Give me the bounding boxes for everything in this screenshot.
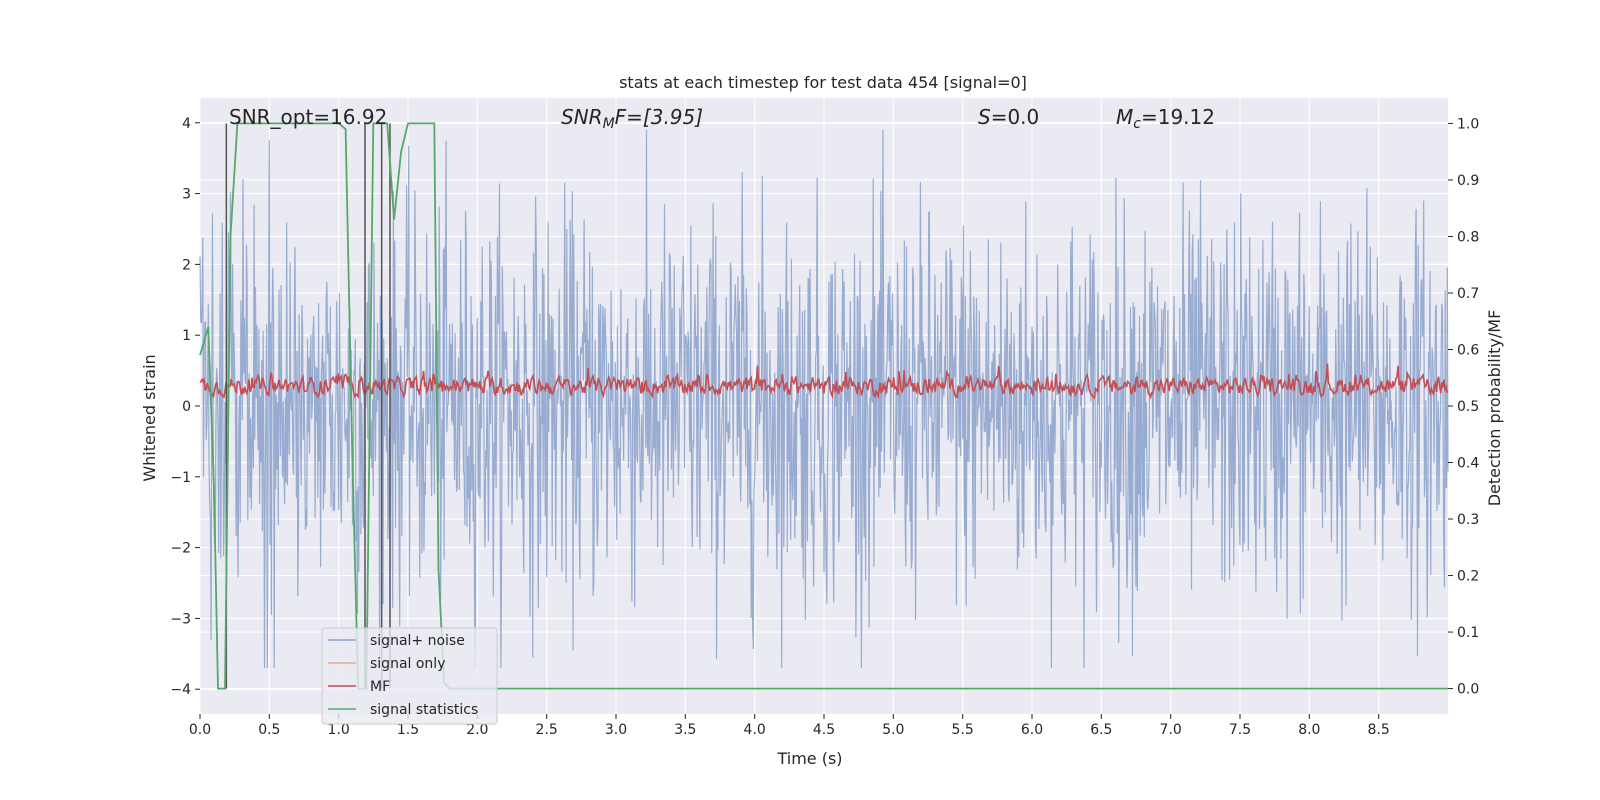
y-right-tick-label: 0.5 (1457, 399, 1479, 415)
x-tick-label: 1.5 (397, 722, 419, 738)
y-axis-right: 0.0 0.1 0.2 0.3 0.4 0.5 0.6 0.7 0.8 0.9 1.0 (1448, 116, 1479, 698)
x-tick-label: 5.0 (882, 722, 904, 738)
annotation-snr-mf-sub: M (603, 116, 615, 132)
y-axis-left: −4 −3 −2 −1 0 1 2 3 4 (170, 116, 200, 698)
y-right-tick-label: 0.4 (1457, 456, 1479, 472)
legend-box (321, 627, 498, 725)
y-right-tick-label: 0.1 (1457, 625, 1479, 641)
x-tick-label: 6.5 (1090, 722, 1112, 738)
chart-title: stats at each timestep for test data 454… (619, 73, 1027, 92)
annotation-s-main: S (978, 105, 991, 129)
x-tick-label: 7.5 (1229, 722, 1251, 738)
x-tick-label: 8.0 (1298, 722, 1320, 738)
x-axis: 0.0 0.5 1.0 1.5 2.0 2.5 3.0 3.5 4.0 4.5 5.0 5.5 6.0 6… (189, 714, 1390, 738)
signal-statistics-series (199, 122, 1448, 690)
x-tick-label: 3.5 (674, 722, 696, 738)
y-left-tick-label: 2 (182, 257, 191, 273)
y-left-tick-label: 4 (182, 116, 191, 132)
legend: signal+ noise signal only MF signal stat… (321, 627, 498, 725)
legend-label-signal-statistics: signal statistics (370, 702, 478, 718)
annotation-snr-opt: SNR_opt=16.92 (229, 105, 387, 129)
legend-label-mf: MF (370, 679, 390, 695)
x-tick-label: 8.5 (1368, 722, 1390, 738)
y-left-tick-label: −2 (170, 541, 191, 557)
annotation-snr-mf-rest: F=[3.95] (615, 105, 703, 129)
x-tick-label: 2.0 (466, 722, 488, 738)
legend-label-signal-noise: signal+ noise (370, 633, 465, 649)
legend-label-signal-only: signal only (370, 656, 445, 672)
y-right-tick-label: 0.2 (1457, 569, 1479, 585)
annotation-mc-main: M (1116, 105, 1133, 129)
y-left-tick-label: 0 (182, 399, 191, 415)
y-right-tick-label: 1.0 (1457, 116, 1479, 132)
signal-noise-series (199, 129, 1449, 669)
annotation-mc-rest: =19.12 (1141, 105, 1215, 129)
x-tick-label: 0.0 (189, 722, 211, 738)
x-tick-label: 2.5 (536, 722, 558, 738)
annotation-mc: Mc=19.12 (1116, 105, 1215, 132)
y-left-tick-label: −1 (170, 470, 191, 486)
x-tick-label: 6.0 (1021, 722, 1043, 738)
y-axis-left-label: Whitened strain (140, 354, 159, 481)
y-right-tick-label: 0.7 (1457, 286, 1479, 302)
annotation-s: S=0.0 (978, 105, 1039, 129)
vertical-marker-lines (225, 123, 391, 689)
y-right-tick-label: 0.3 (1457, 512, 1479, 528)
y-right-tick-label: 0.6 (1457, 342, 1479, 358)
x-tick-label: 5.5 (952, 722, 974, 738)
annotation-s-rest: =0.0 (991, 105, 1040, 129)
annotation-mc-sub: c (1133, 116, 1141, 132)
y-left-tick-label: −4 (170, 682, 191, 698)
annotation-snr-mf: SNRMF=[3.95] (561, 105, 703, 132)
mf-series (199, 363, 1449, 400)
x-tick-label: 1.0 (328, 722, 350, 738)
y-right-tick-label: 0.0 (1457, 682, 1479, 698)
y-right-tick-label: 0.8 (1457, 229, 1479, 245)
y-left-tick-label: −3 (170, 611, 191, 627)
y-right-tick-label: 0.9 (1457, 173, 1479, 189)
annotation-snr-mf-main: SNR (561, 105, 603, 129)
x-tick-label: 4.5 (813, 722, 835, 738)
x-axis-label: Time (s) (776, 749, 842, 768)
x-tick-label: 7.0 (1160, 722, 1182, 738)
signal-noise-line (199, 129, 1449, 669)
x-tick-label: 3.0 (605, 722, 627, 738)
y-left-tick-label: 1 (182, 328, 191, 344)
signal-statistics-line (199, 122, 1448, 690)
y-left-tick-label: 3 (182, 187, 191, 203)
mf-line (199, 363, 1449, 400)
x-tick-label: 0.5 (258, 722, 280, 738)
y-axis-right-label: Detection probability/MF (1485, 310, 1504, 507)
x-tick-label: 4.0 (744, 722, 766, 738)
